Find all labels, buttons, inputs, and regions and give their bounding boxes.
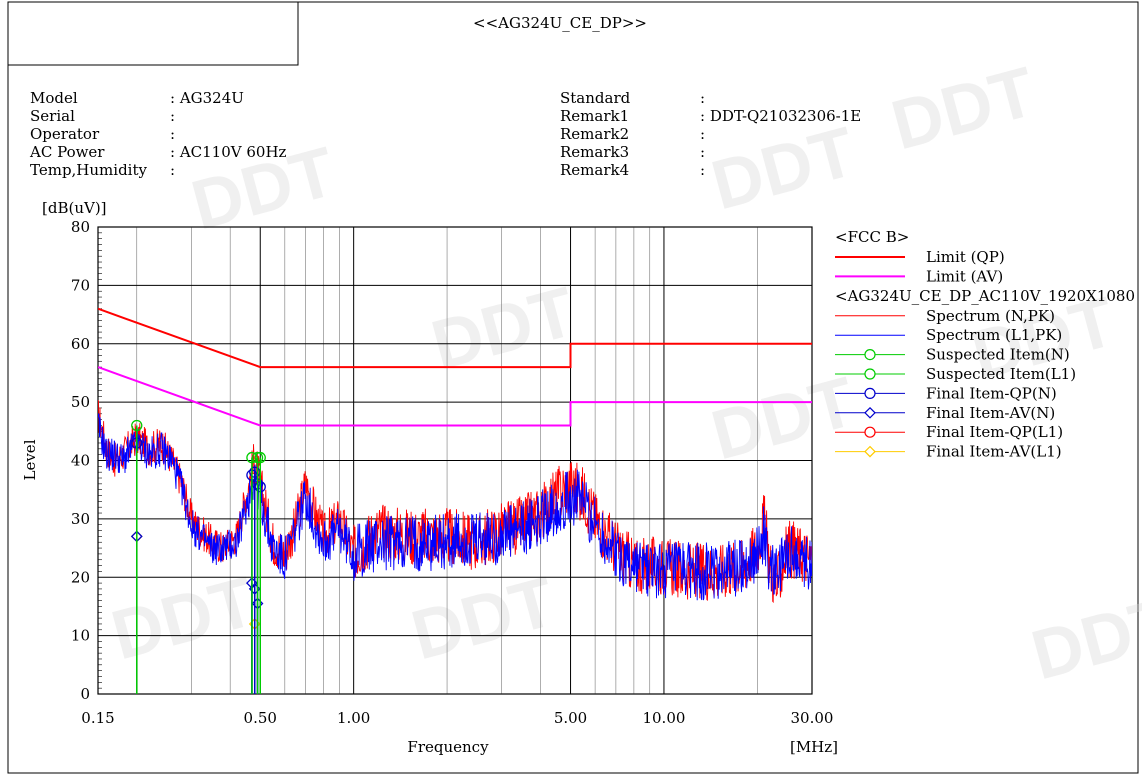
plot-inner (98, 307, 812, 694)
x-tick-label: 0.15 (81, 709, 114, 727)
legend-entry-label: Final Item-QP(N) (926, 384, 1057, 402)
spectrum-l1-trace (98, 413, 812, 601)
info-value: : (700, 161, 705, 179)
watermark-text: DDT (884, 52, 1043, 165)
info-value: : (700, 143, 705, 161)
info-label: AC Power (29, 143, 105, 161)
y-tick-label: 70 (71, 276, 90, 294)
info-label: Remark4 (560, 161, 629, 179)
y-tick-label: 0 (80, 685, 90, 703)
watermark-text: DDT (1024, 582, 1142, 695)
chart-plot-area (98, 307, 812, 694)
watermark-text: DDT (704, 362, 863, 475)
legend-marker-circle (864, 387, 876, 399)
info-label: Remark1 (560, 107, 629, 125)
legend-group-title: <AG324U_CE_DP_AC110V_1920X1080 (835, 287, 1135, 305)
y-tick-label: 50 (71, 393, 90, 411)
x-unit-label: [MHz] (790, 738, 838, 756)
legend-entry-label: Limit (AV) (926, 267, 1003, 285)
y-tick-label: 60 (71, 335, 90, 353)
legend-entry-label: Final Item-AV(N) (926, 404, 1055, 422)
info-label: Operator (30, 125, 100, 143)
info-value: : (170, 107, 175, 125)
x-tick-label: 0.50 (244, 709, 277, 727)
x-axis-label: Frequency (407, 738, 489, 756)
info-value: : AG324U (170, 89, 244, 107)
watermark-text: DDT (704, 112, 863, 225)
x-tick-label: 5.00 (554, 709, 587, 727)
info-label: Model (30, 89, 78, 107)
y-tick-label: 40 (71, 452, 90, 470)
watermark-text: DDT (104, 562, 263, 675)
info-label: Temp,Humidity (30, 161, 148, 179)
x-tick-label: 30.00 (791, 709, 834, 727)
chart-legend: <FCC B> Limit (QP)Limit (AV) <AG324U_CE_DP… (835, 228, 1135, 461)
info-value: : (700, 89, 705, 107)
info-value: : (170, 161, 175, 179)
info-right-block: Standard: Remark1 : DDT-Q21032306-1E Remark… (560, 89, 861, 179)
suspected-item-marker (251, 451, 264, 464)
logo-box (7, 1, 299, 66)
legend-entry-label: Final Item-QP(L1) (926, 423, 1063, 441)
legend-entry-label: Final Item-AV(L1) (926, 443, 1062, 461)
legend-entry-label: Suspected Item(N) (926, 346, 1070, 364)
legend-marker-diamond (864, 445, 876, 458)
y-unit-label: [dB(uV)] (42, 199, 107, 217)
legend-marker-circle (864, 349, 876, 361)
info-label: Standard (560, 89, 631, 107)
x-tick-label: 1.00 (337, 709, 370, 727)
legend-group-title: <FCC B> (835, 228, 909, 246)
legend-entry-label: Suspected Item(L1) (926, 365, 1076, 383)
info-value: : (700, 125, 705, 143)
y-tick-label: 30 (71, 510, 90, 528)
legend-marker-circle (864, 368, 876, 380)
chart-ticks: 0 10 20 30 40 50 60 70 80 0.15 0.50 1.00 5.00 10.00 30… (71, 218, 834, 727)
y-tick-label: 10 (71, 627, 90, 645)
y-axis-label: Level (21, 439, 39, 480)
info-value: : (170, 125, 175, 143)
legend-entry-label: Spectrum (L1,PK) (926, 326, 1062, 344)
info-label: Remark3 (560, 143, 629, 161)
info-label: Serial (30, 107, 75, 125)
suspected-item-marker (254, 451, 266, 464)
emission-chart: [dB(uV)] Level Frequency [MHz] 0 10 20 30 40… (21, 199, 1135, 756)
info-left-block: Model : AG324U Serial: Operator: AC Power : A… (29, 89, 287, 179)
legend-entry-label: Limit (QP) (926, 248, 1005, 266)
legend-entry-label: Spectrum (N,PK) (926, 307, 1055, 325)
suspected-item-marker (131, 419, 143, 432)
legend-marker-diamond (864, 406, 876, 419)
report-title: <<AG324U_CE_DP>> (473, 14, 647, 32)
info-value: : AC110V 60Hz (170, 143, 287, 161)
info-value: : DDT-Q21032306-1E (700, 107, 861, 125)
limit-line (98, 307, 812, 369)
watermark-text: DDT (404, 562, 563, 675)
y-tick-label: 80 (71, 218, 90, 236)
legend-marker-circle (864, 426, 876, 438)
info-label: Remark2 (560, 125, 629, 143)
page-frame (7, 1, 1139, 774)
y-tick-label: 20 (71, 568, 90, 586)
limit-line (98, 366, 812, 427)
x-tick-label: 10.00 (642, 709, 685, 727)
